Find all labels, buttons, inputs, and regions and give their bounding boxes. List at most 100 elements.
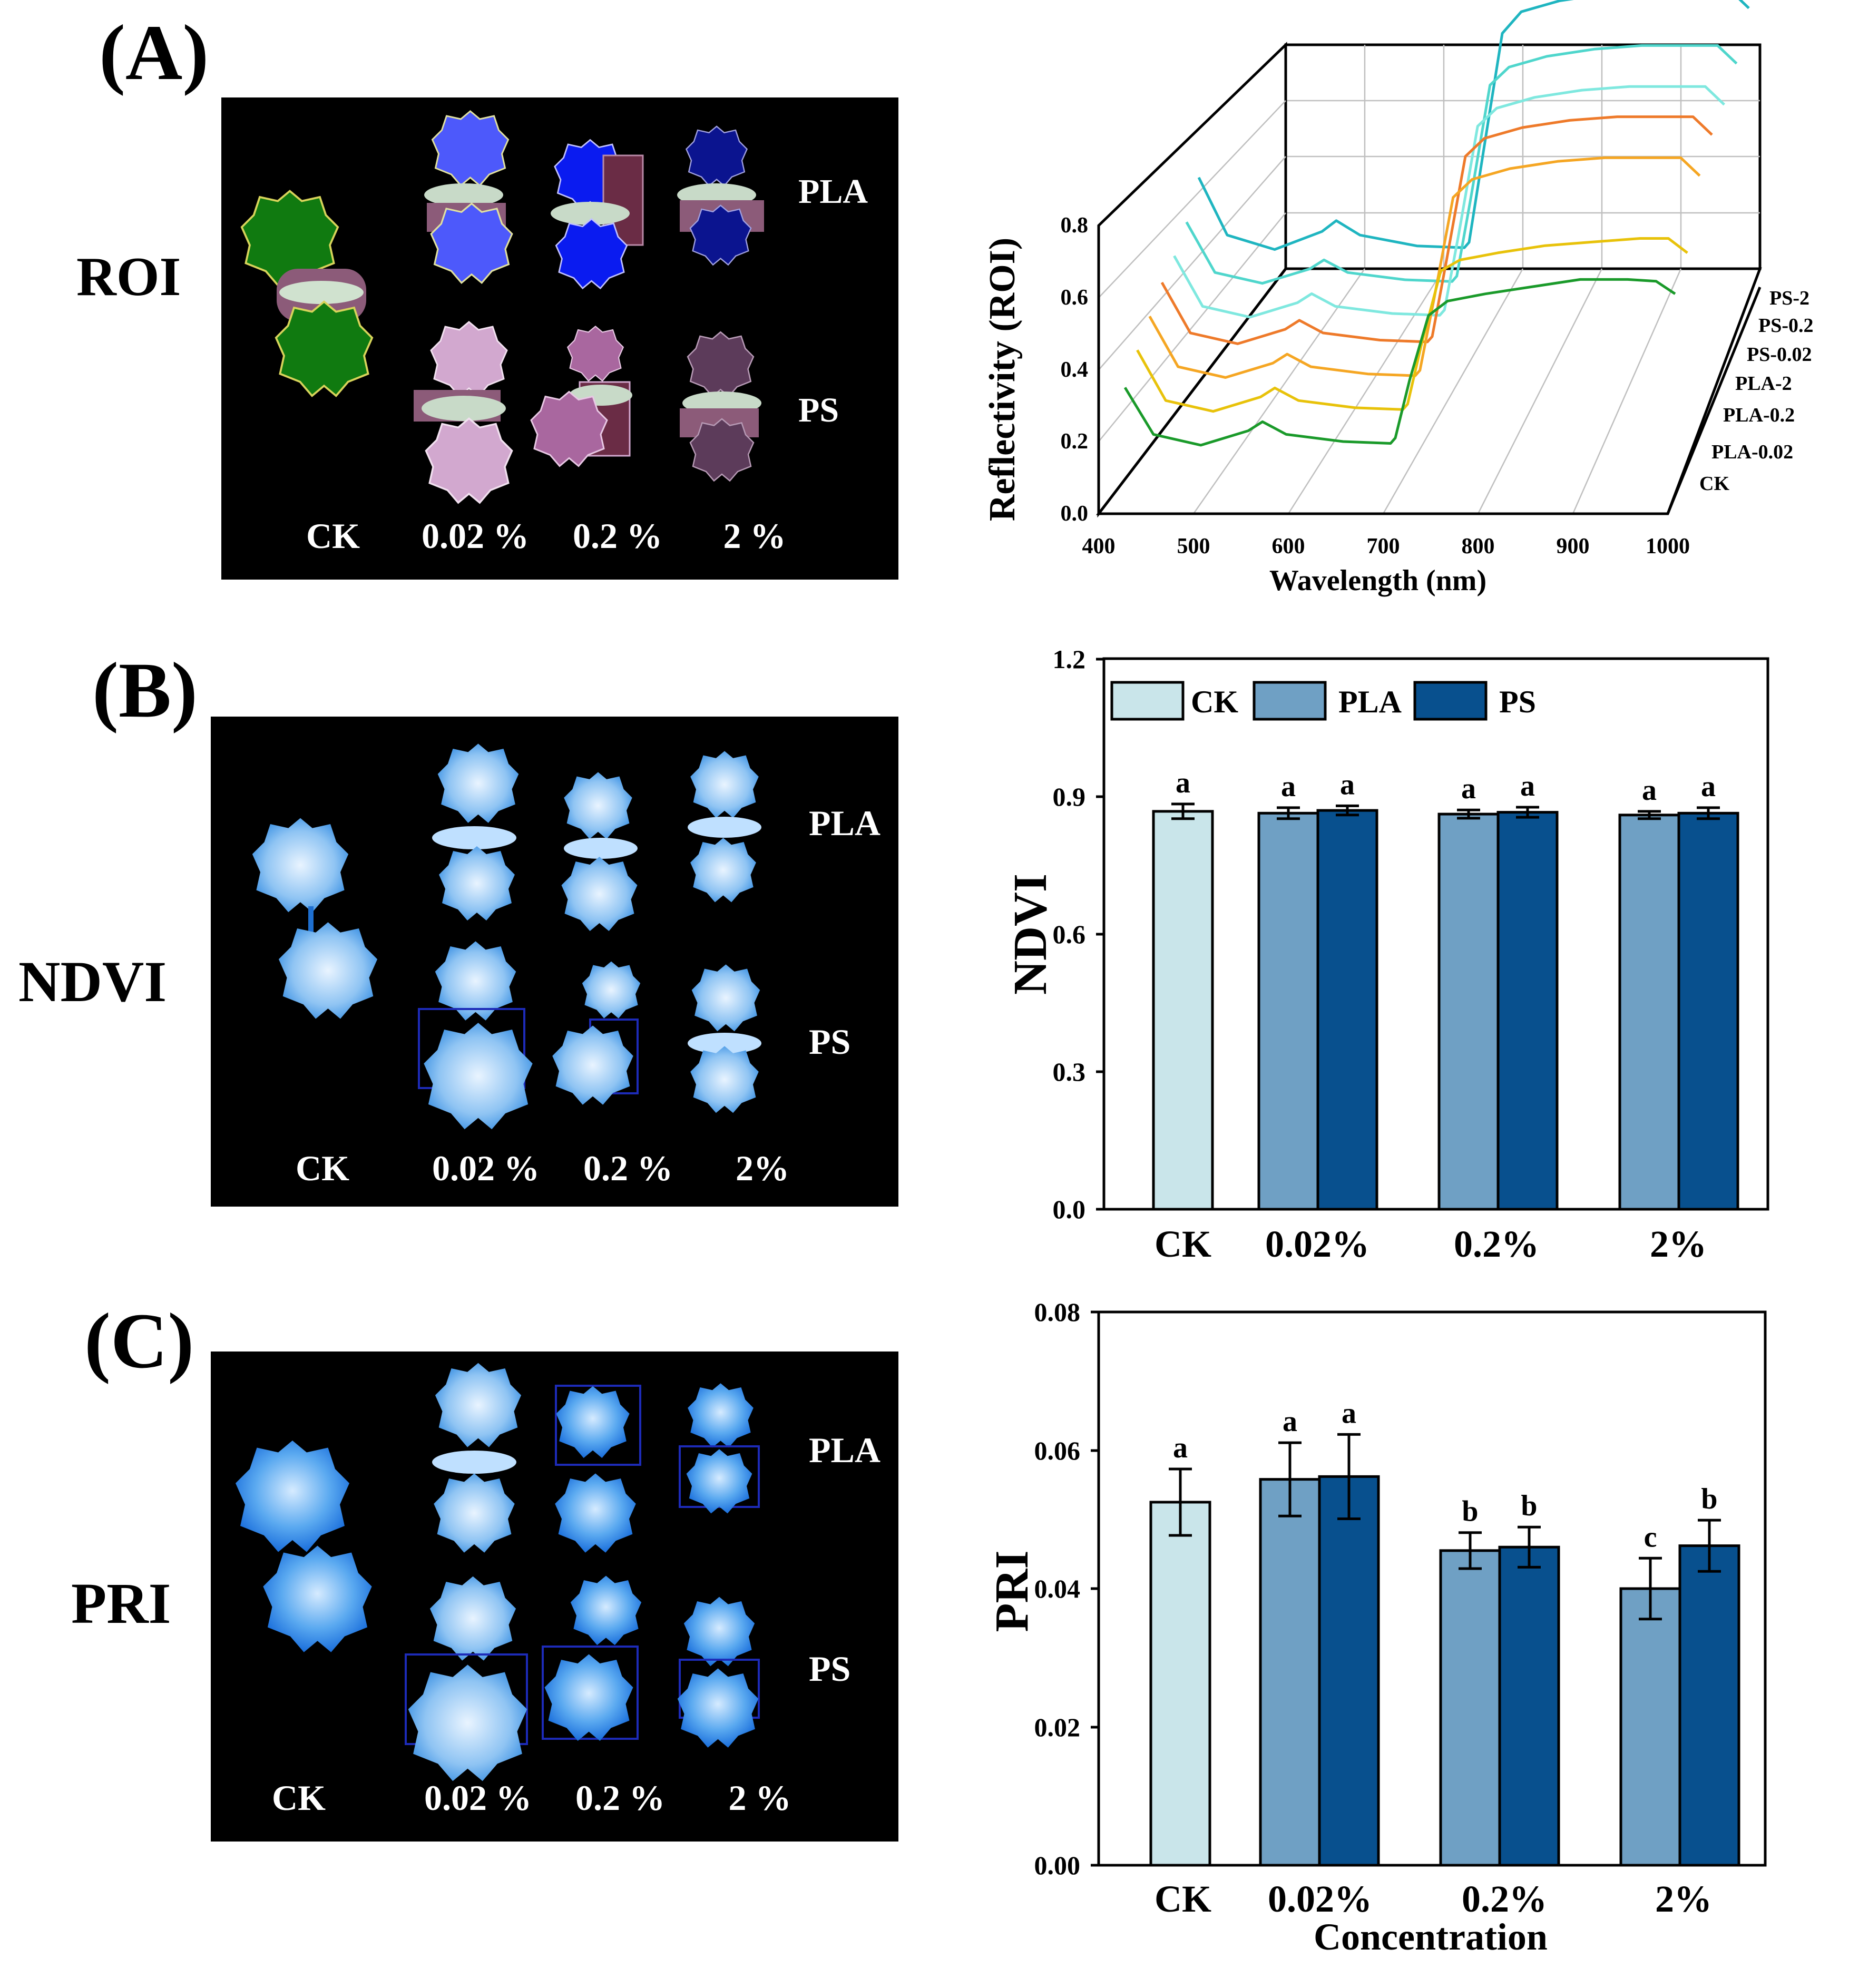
refl-depth-label-pla-002: PLA-0.02 — [1711, 441, 1793, 463]
reflectance-y-ticks: 0.0 0.2 0.4 0.6 0.8 — [1061, 213, 1089, 526]
refl-depth-label-pla-2: PLA-2 — [1735, 373, 1792, 395]
ndvi-conc-002: 0.02 % — [432, 1148, 540, 1188]
pri-bars-bar-pla-3 — [1619, 1587, 1681, 1867]
pri-y-ticks: 0.00 0.02 0.04 0.06 0.08 — [1034, 1297, 1081, 1880]
reflectance-line-ps-02 — [1185, 44, 1738, 285]
ndvi-conc-2: 2% — [736, 1148, 789, 1188]
pri-bars-sig-letter-pla-3: c — [1644, 1521, 1657, 1553]
pri-x-label: Concentration — [1314, 1916, 1548, 1958]
reflectance-line-ck — [1123, 278, 1676, 447]
refl-ytick-0: 0.0 — [1061, 502, 1089, 526]
pri-bars: a a a b b c b — [1149, 1397, 1740, 1867]
ndvi-xtick-ck: CK — [1155, 1223, 1211, 1265]
pri-xtick-002: 0.02% — [1268, 1878, 1372, 1920]
ndvi-bars-sig-letter-ps-3: a — [1701, 770, 1716, 803]
ndvi-bars-bar-ps-1 — [1316, 809, 1378, 1211]
ndvi-bars-bar-pla-1 — [1257, 811, 1319, 1211]
ndvi-bars-sig-letter-pla-3: a — [1642, 774, 1657, 807]
pri-ytick-0: 0.00 — [1034, 1850, 1081, 1880]
refl-xtick-6: 1000 — [1646, 534, 1690, 559]
refl-xtick-1: 500 — [1177, 534, 1210, 559]
refl-ytick-3: 0.6 — [1061, 286, 1089, 310]
pri-row-label: PRI — [71, 1571, 171, 1636]
roi-group-pla: PLA — [798, 172, 868, 211]
pri-bars-sig-letter-ps-2: b — [1521, 1490, 1537, 1522]
pri-bars-bar-ps-1 — [1318, 1475, 1380, 1867]
pri-ps-plants — [405, 1575, 760, 1781]
refl-ytick-1: 0.2 — [1061, 429, 1089, 454]
pri-xtick-02: 0.2% — [1462, 1878, 1547, 1920]
pri-bars-sig-letter-pla-2: b — [1462, 1495, 1478, 1528]
reflectance-series-group — [1123, 0, 1750, 447]
ndvi-pla-plants — [432, 743, 761, 931]
reflectance-line-pla-002 — [1136, 237, 1688, 413]
reflectance-line-pla-02 — [1148, 156, 1701, 379]
ndvi-bars-sig-letter-pla-2: a — [1461, 772, 1476, 805]
roi-ps-plants — [414, 321, 761, 504]
ndvi-bars-bar-ck-0 — [1152, 810, 1214, 1211]
panel-b-letter: (B) — [92, 647, 198, 734]
ndvi-photo-panel: PLA PS CK 0.02 % 0.2 % 2% — [211, 717, 898, 1207]
ndvi-y-tickmarks — [1096, 658, 1104, 1211]
ndvi-legend: CK PLA PS — [1110, 681, 1536, 721]
pri-y-label: PRI — [986, 1551, 1038, 1632]
pri-group-ps: PS — [809, 1649, 850, 1689]
ndvi-ytick-3: 0.9 — [1053, 782, 1086, 811]
roi-ck-plant — [240, 190, 374, 397]
pri-ytick-4: 0.08 — [1034, 1297, 1081, 1327]
ndvi-row-label: NDVI — [18, 949, 167, 1014]
ndvi-group-ps: PS — [809, 1022, 850, 1062]
ndvi-xtick-02: 0.2% — [1454, 1223, 1539, 1265]
roi-conc-02: 0.2 % — [573, 516, 662, 556]
panel-a-letter: (A) — [99, 9, 209, 96]
roi-pla-plants — [424, 110, 764, 289]
ndvi-bars-sig-letter-ck-0: a — [1176, 767, 1190, 799]
refl-depth-label-ps-002: PS-0.02 — [1747, 344, 1812, 366]
pri-bars-sig-letter-ck-0: a — [1173, 1432, 1188, 1464]
ndvi-bars-sig-letter-pla-1: a — [1281, 770, 1296, 803]
pri-group-pla: PLA — [809, 1430, 881, 1470]
refl-xtick-5: 900 — [1557, 534, 1590, 559]
ndvi-bars-bar-pla-3 — [1618, 814, 1680, 1211]
pri-bars-bar-pla-1 — [1259, 1478, 1321, 1867]
legend-label-pla: PLA — [1338, 684, 1402, 719]
pri-x-ticks: CK 0.02% 0.2% 2% — [1155, 1878, 1712, 1920]
roi-conc-ck: CK — [306, 516, 360, 556]
roi-photo-panel: PLA PS CK 0.02 % 0.2 % 2 % — [221, 97, 898, 580]
refl-xtick-0: 400 — [1082, 534, 1116, 559]
pri-bars-bar-pla-2 — [1439, 1549, 1501, 1867]
ndvi-ytick-2: 0.6 — [1053, 919, 1086, 949]
pri-conc-ck: CK — [272, 1778, 326, 1818]
ndvi-y-ticks: 0.0 0.3 0.6 0.9 1.2 — [1053, 644, 1086, 1224]
pri-bars-bar-ps-3 — [1678, 1544, 1740, 1867]
ndvi-bars-bar-pla-2 — [1437, 812, 1500, 1211]
reflectance-x-label: Wavelength (nm) — [1269, 564, 1486, 597]
reflectance-x-ticks: 400 500 600 700 800 900 1000 — [1082, 534, 1690, 559]
pri-conc-2: 2 % — [729, 1778, 791, 1818]
pri-conc-002: 0.02 % — [424, 1778, 532, 1818]
legend-swatch-ps — [1413, 681, 1488, 721]
ndvi-conc-ck: CK — [296, 1148, 349, 1188]
refl-depth-label-ck: CK — [1699, 473, 1729, 495]
reflectance-depth-labels: CK PLA-0.02 PLA-0.2 PLA-2 PS-0.02 PS-0.2… — [1699, 287, 1814, 495]
pri-bars-bar-ck-0 — [1149, 1501, 1211, 1867]
reflectance-line-pla-2 — [1160, 115, 1713, 345]
reflectance-line-ps-2 — [1197, 0, 1750, 251]
pri-chart: a a a b b c b 0.00 0.02 0.04 0.06 0.08 CK 0.02… — [986, 1297, 1767, 1958]
ndvi-y-label: NDVI — [1004, 874, 1056, 995]
ndvi-ck-plant — [252, 818, 378, 1019]
refl-xtick-3: 700 — [1367, 534, 1400, 559]
pri-ytick-1: 0.02 — [1034, 1712, 1081, 1742]
reflectance-line-ps-002 — [1173, 85, 1726, 319]
legend-swatch-pla — [1253, 681, 1327, 721]
legend-swatch-ck — [1110, 681, 1185, 721]
reflectance-y-label: Reflectivity (ROI) — [982, 238, 1023, 521]
pri-conc-02: 0.2 % — [575, 1778, 665, 1818]
roi-group-ps: PS — [798, 391, 839, 429]
refl-depth-label-pla-02: PLA-0.2 — [1723, 404, 1795, 426]
ndvi-bars-bar-ps-3 — [1677, 811, 1739, 1211]
ndvi-conc-02: 0.2 % — [583, 1148, 673, 1188]
ndvi-bars-bar-ps-2 — [1496, 811, 1559, 1211]
